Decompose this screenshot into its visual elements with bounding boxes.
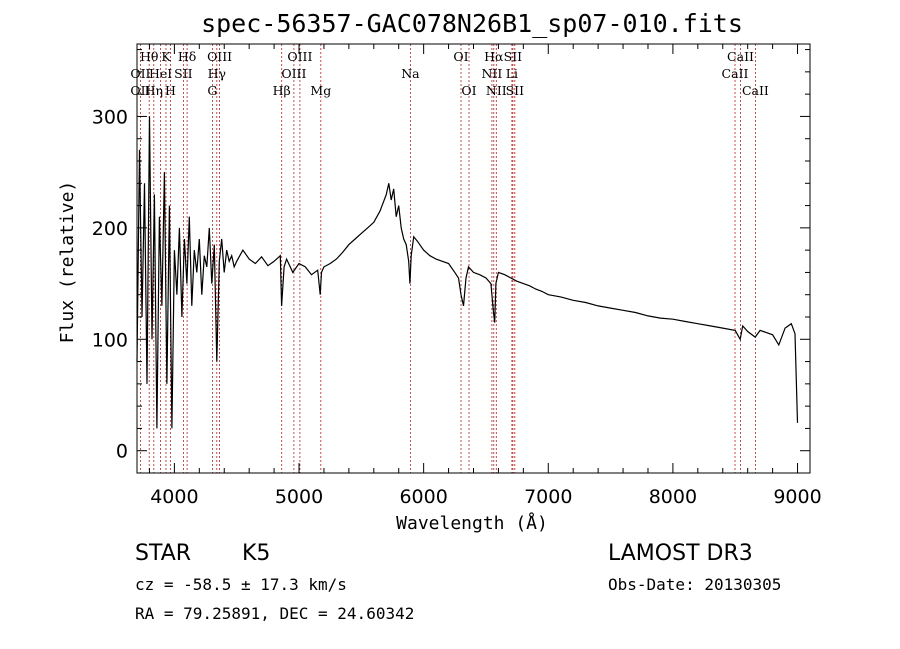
spectrum-line <box>136 116 799 429</box>
observation-date: Obs-Date: 20130305 <box>608 575 781 594</box>
object-subclass: K5 <box>242 541 270 566</box>
line-label-hγ-10: Hγ <box>208 66 226 81</box>
line-label-sii-24: SII <box>506 83 525 98</box>
y-axis-label: Flux (relative) <box>57 181 78 344</box>
line-label-k-5: K <box>161 49 171 64</box>
survey-name: LAMOST DR3 <box>608 541 753 566</box>
y-axis-ticks: 0 100 200 300 <box>92 49 810 463</box>
line-label-caii-26: CaII <box>727 49 754 64</box>
x-tick-label-8000: 8000 <box>649 486 697 508</box>
line-label-hβ-12: Hβ <box>273 83 291 98</box>
line-label-caii-25: CaII <box>722 66 749 81</box>
line-label-nii-19: NII <box>481 66 502 81</box>
x-axis-ticks: 4000 5000 6000 7000 8000 9000 <box>148 44 822 508</box>
x-tick-label-9000: 9000 <box>773 486 821 508</box>
line-label-oiii-11: OIII <box>207 49 232 64</box>
y-tick-label-200: 200 <box>92 218 128 240</box>
line-label-nii-21: NII <box>486 83 507 98</box>
line-label-mg-15: Mg <box>310 83 331 98</box>
chart-title: spec-56357-GAC078N26B1_sp07-010.fits <box>201 9 743 38</box>
spectral-line-markers <box>139 44 756 473</box>
y-tick-label-100: 100 <box>92 329 128 351</box>
line-label-na-16: Na <box>401 66 420 81</box>
line-label-oii-2: OII <box>130 83 150 98</box>
line-label-oiii-14: OIII <box>287 49 312 64</box>
coordinates: RA = 79.25891, DEC = 24.60342 <box>135 604 414 623</box>
x-tick-label-5000: 5000 <box>275 486 323 508</box>
line-label-h-6: H <box>165 83 176 98</box>
spectral-line-labels: HθOIIOIIHηHeIKHSIIHδGHγOIIIHβOIIIOIIIMgN… <box>130 49 769 98</box>
line-label-oi-18: OI <box>461 83 476 98</box>
x-tick-label-7000: 7000 <box>524 486 572 508</box>
y-tick-label-0: 0 <box>116 441 128 463</box>
line-label-li-22: Li <box>506 66 518 81</box>
line-label-hη-3: Hη <box>145 83 163 98</box>
line-label-oii-1: OII <box>130 66 150 81</box>
x-axis-label: Wavelength (Å) <box>396 512 548 534</box>
line-label-sii-7: SII <box>174 66 193 81</box>
line-label-hθ-0: Hθ <box>140 49 158 64</box>
x-tick-label-4000: 4000 <box>150 486 198 508</box>
line-label-g-9: G <box>207 83 217 98</box>
line-label-oi-17: OI <box>453 49 468 64</box>
line-label-hα-20: Hα <box>484 49 504 64</box>
redshift-value: cz = -58.5 ± 17.3 km/s <box>135 575 347 594</box>
line-label-caii-27: CaII <box>742 83 769 98</box>
y-tick-label-300: 300 <box>92 106 128 128</box>
x-tick-label-6000: 6000 <box>399 486 447 508</box>
line-label-hδ-8: Hδ <box>178 49 196 64</box>
object-class: STAR <box>135 541 191 566</box>
line-label-hei-4: HeI <box>149 66 172 81</box>
line-label-sii-23: SII <box>504 49 523 64</box>
line-label-oiii-13: OIII <box>281 66 306 81</box>
